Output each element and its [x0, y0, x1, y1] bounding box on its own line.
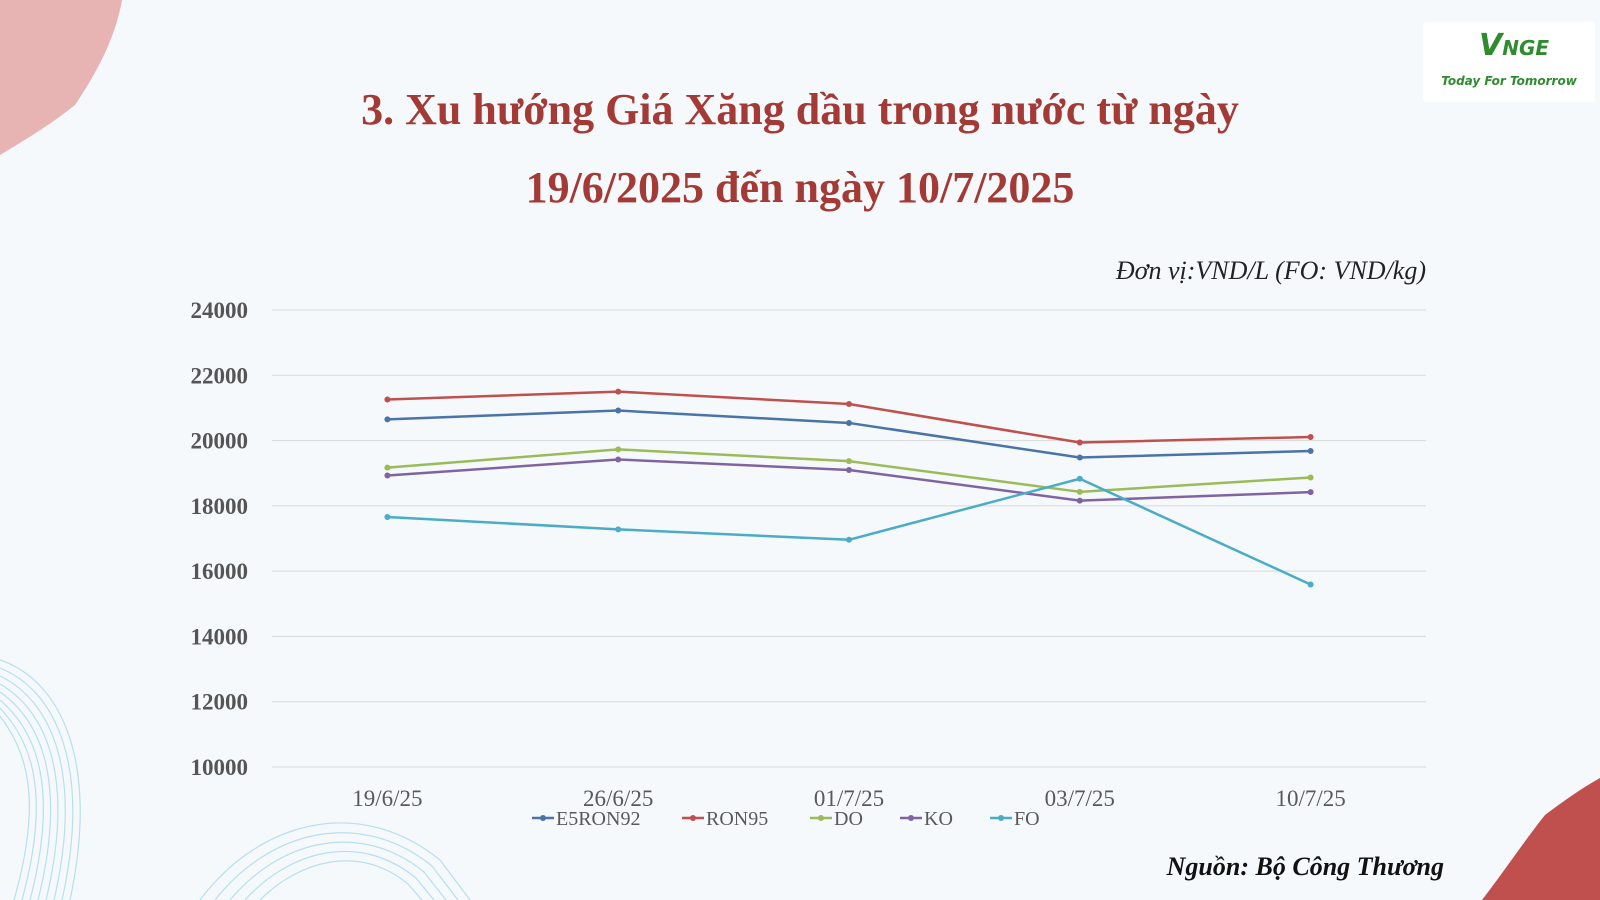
- page-title-line-1: 3. Xu hướng Giá Xăng dầu trong nước từ n…: [361, 85, 1239, 134]
- data-point-ron95: [384, 396, 391, 403]
- bottom-right-red-shape: [1482, 778, 1600, 900]
- data-point-do: [615, 446, 622, 453]
- legend-marker: [690, 815, 696, 821]
- data-point-e5ron92: [615, 407, 622, 414]
- legend-label: E5RON92: [556, 808, 640, 830]
- data-point-e5ron92: [1307, 448, 1314, 455]
- x-tick-label: 26/6/25: [583, 786, 653, 811]
- legend-marker: [998, 815, 1004, 821]
- data-point-fo: [1076, 475, 1083, 482]
- data-point-do: [1307, 474, 1314, 481]
- top-left-pink-shape: [0, 0, 122, 155]
- y-tick-label: 22000: [191, 363, 249, 388]
- vnge-logo: VNGE Today For Tomorrow: [1423, 22, 1595, 102]
- y-tick-label: 24000: [191, 298, 249, 323]
- data-point-ko: [846, 466, 852, 473]
- data-point-ron95: [1307, 433, 1314, 440]
- legend-label: RON95: [706, 808, 768, 830]
- x-tick-label: 19/6/25: [352, 786, 422, 811]
- data-point-ron95: [615, 388, 622, 395]
- x-tick-label: 10/7/25: [1275, 786, 1345, 811]
- legend-label: FO: [1014, 808, 1040, 830]
- x-tick-label: 01/7/25: [814, 786, 884, 811]
- y-tick-label: 18000: [191, 494, 249, 519]
- y-tick-label: 14000: [191, 624, 249, 649]
- data-point-e5ron92: [384, 416, 391, 423]
- data-point-ron95: [1076, 439, 1083, 446]
- data-point-e5ron92: [1076, 454, 1083, 461]
- data-point-ko: [384, 472, 391, 479]
- logo-mark-rest: NGE: [1502, 36, 1550, 60]
- legend-marker: [818, 815, 824, 821]
- data-point-ko: [1307, 489, 1314, 496]
- x-tick-label: 03/7/25: [1045, 786, 1115, 811]
- bottom-left-wave-lines: [0, 659, 471, 900]
- legend-label: KO: [924, 808, 953, 830]
- data-point-fo: [615, 526, 622, 533]
- data-point-ko: [615, 456, 622, 463]
- y-tick-label: 10000: [191, 755, 249, 780]
- page-title-line-2: 19/6/2025 đến ngày 10/7/2025: [525, 163, 1075, 212]
- logo-mark: VNGE: [1479, 28, 1549, 63]
- data-point-do: [846, 458, 852, 465]
- data-point-e5ron92: [846, 419, 852, 426]
- series-line-ron95: [387, 390, 1311, 444]
- y-tick-label: 12000: [191, 690, 249, 715]
- legend-label: DO: [834, 808, 863, 830]
- unit-label: Đơn vị:VND/L (FO: VND/kg): [1115, 256, 1426, 285]
- y-tick-label: 16000: [191, 559, 249, 584]
- data-point-ron95: [846, 401, 852, 408]
- data-point-fo: [384, 513, 391, 520]
- y-tick-label: 20000: [191, 429, 249, 454]
- logo-tagline: Today For Tomorrow: [1441, 74, 1577, 88]
- source-label: Nguồn: Bộ Công Thương: [1166, 852, 1444, 881]
- data-point-fo: [1307, 581, 1314, 588]
- data-point-ko: [1076, 497, 1083, 504]
- series-line-fo: [387, 477, 1312, 586]
- legend-marker: [908, 815, 914, 821]
- logo-mark-v: V: [1479, 28, 1503, 63]
- series-line-e5ron92: [387, 409, 1311, 459]
- series-line-ko: [387, 458, 1311, 502]
- legend-marker: [540, 815, 546, 821]
- data-point-do: [384, 464, 391, 471]
- data-point-do: [1076, 488, 1083, 495]
- data-point-fo: [846, 536, 852, 543]
